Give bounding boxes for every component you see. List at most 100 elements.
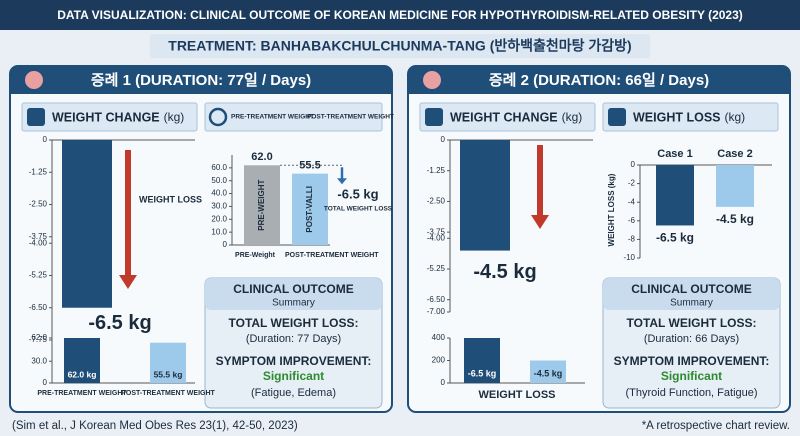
x-axis-label: WEIGHT LOSS	[479, 389, 556, 401]
bar	[62, 140, 112, 308]
icon	[608, 108, 626, 126]
y-tick-label: -6	[628, 216, 636, 225]
subtitle: TREATMENT: BANHABAKCHULCHUNMA-TANG (반하백출…	[168, 38, 631, 54]
y-tick-label: -5.25	[29, 271, 48, 280]
x-tick-label: Case 1	[657, 148, 692, 160]
bar	[244, 165, 280, 245]
section-header	[602, 102, 779, 132]
bar	[150, 342, 186, 383]
y-tick-label: 20.0	[211, 214, 227, 223]
outcome-loss-label: TOTAL WEIGHT LOSS:	[229, 316, 359, 330]
bar-text: POST-VALLI	[305, 186, 314, 233]
outcome-header	[205, 278, 382, 310]
y-tick-label: 40.0	[211, 189, 227, 198]
value-label: 62.0	[251, 151, 272, 163]
y-tick-label: -3.75	[29, 232, 48, 241]
panel-title: 증례 2 (DURATION: 66일 / Days)	[489, 72, 709, 89]
y-tick-label: 0	[43, 135, 48, 144]
outcome-duration: (Duration: 77 Days)	[246, 333, 341, 345]
section-header	[419, 102, 596, 132]
y-tick-label: -7.75	[29, 335, 48, 344]
footnote: *A retrospective chart review.	[642, 420, 790, 432]
section-header	[204, 102, 383, 132]
y-tick-label: 0	[43, 378, 48, 387]
outcome-details: (Thyroid Function, Fatigue)	[625, 387, 757, 399]
outcome-title: CLINICAL OUTCOME	[631, 282, 751, 296]
bar-text: PRE-WEIGHT	[257, 179, 266, 230]
bar	[716, 165, 754, 207]
section-title: WEIGHT CHANGE	[450, 110, 558, 124]
bar	[292, 173, 328, 245]
subtitle-band	[150, 34, 650, 58]
title: DATA VISUALIZATION: CLINICAL OUTCOME OF …	[57, 8, 743, 22]
outcome-details: (Fatigue, Edema)	[251, 387, 336, 399]
y-tick-label: -6.50	[427, 295, 446, 304]
bar-label: 55.5 kg	[154, 369, 183, 379]
outcome-subtitle: Summary	[670, 298, 713, 309]
panel-header	[408, 82, 790, 94]
bar-label: 62.0 kg	[68, 369, 97, 379]
bar	[64, 338, 100, 383]
section-unit: (kg)	[164, 110, 185, 124]
thyroid-icon	[25, 71, 43, 89]
y-tick-label: 0	[441, 378, 446, 387]
section-unit: (kg)	[725, 110, 746, 124]
section-unit: (kg)	[562, 110, 583, 124]
outcome-subtitle: Summary	[272, 298, 315, 309]
annotation: WEIGHT LOSS	[139, 194, 202, 204]
outcome-loss-label: TOTAL WEIGHT LOSS:	[627, 316, 757, 330]
bar-text: -6.5 kg	[468, 368, 497, 378]
thyroid-icon	[423, 71, 441, 89]
stopwatch-icon	[208, 107, 228, 127]
bar	[464, 338, 500, 383]
annotation-note: TOTAL WEIGHT LOSS	[324, 206, 393, 213]
y-tick-label: -3.75	[427, 227, 446, 236]
bar	[530, 360, 566, 383]
bar	[656, 165, 694, 226]
citation: (Sim et al., J Korean Med Obes Res 23(1)…	[12, 420, 298, 432]
value-label: -6.5 kg	[656, 231, 694, 245]
y-tick-label: 200	[432, 356, 446, 365]
value-label: -4.5 kg	[473, 261, 536, 283]
y-tick-label: -6.50	[29, 303, 48, 312]
x-tick-label: PRE-TREATMENT WEIGHT	[37, 390, 127, 397]
outcome-result: Significant	[263, 369, 324, 383]
y-tick-label: 30.0	[211, 202, 227, 211]
annotation: -6.5 kg	[337, 186, 378, 201]
y-tick-label: -4	[628, 197, 636, 206]
y-tick-label: -4.00	[29, 238, 48, 247]
y-tick-label: -2	[628, 179, 636, 188]
y-tick-label: 50.0	[211, 176, 227, 185]
arrow-head	[119, 275, 137, 289]
legend-entry: PRE-TREATMENT WEIGHT	[231, 114, 314, 121]
y-tick-label: -7.00	[427, 307, 446, 316]
icon	[425, 108, 443, 126]
outcome-header	[603, 278, 780, 310]
arrow-head	[337, 178, 347, 185]
y-tick-label: -5.25	[427, 264, 446, 273]
x-tick-label: Case 2	[717, 148, 752, 160]
y-tick-label: -2.50	[427, 197, 446, 206]
legend-entry: POST-TREATMENT WEIGHT	[307, 114, 394, 121]
panel-header	[10, 82, 392, 94]
header-band	[0, 0, 800, 30]
value-label: -6.5 kg	[88, 312, 151, 334]
x-tick-label: POST-TREATMENT WEIGHT	[121, 390, 215, 397]
arrow-head	[531, 215, 549, 229]
outcome-duration: (Duration: 66 Days)	[644, 333, 739, 345]
outcome-symptom-label: SYMPTOM IMPROVEMENT:	[614, 354, 770, 368]
y-tick-label: -2.50	[29, 200, 48, 209]
y-tick-label: -10	[623, 253, 635, 262]
y-tick-label: -1.25	[427, 166, 446, 175]
icon	[27, 108, 45, 126]
x-tick-label: PRE-Weight	[235, 252, 276, 259]
bar	[460, 140, 510, 251]
section-title: WEIGHT CHANGE	[52, 110, 160, 124]
y-tick-label: 400	[432, 333, 446, 342]
outcome-title: CLINICAL OUTCOME	[233, 282, 353, 296]
panel-title: 증례 1 (DURATION: 77일 / Days)	[91, 72, 311, 89]
bar-text: -4.5 kg	[534, 368, 563, 378]
y-tick-label: 0	[441, 135, 446, 144]
